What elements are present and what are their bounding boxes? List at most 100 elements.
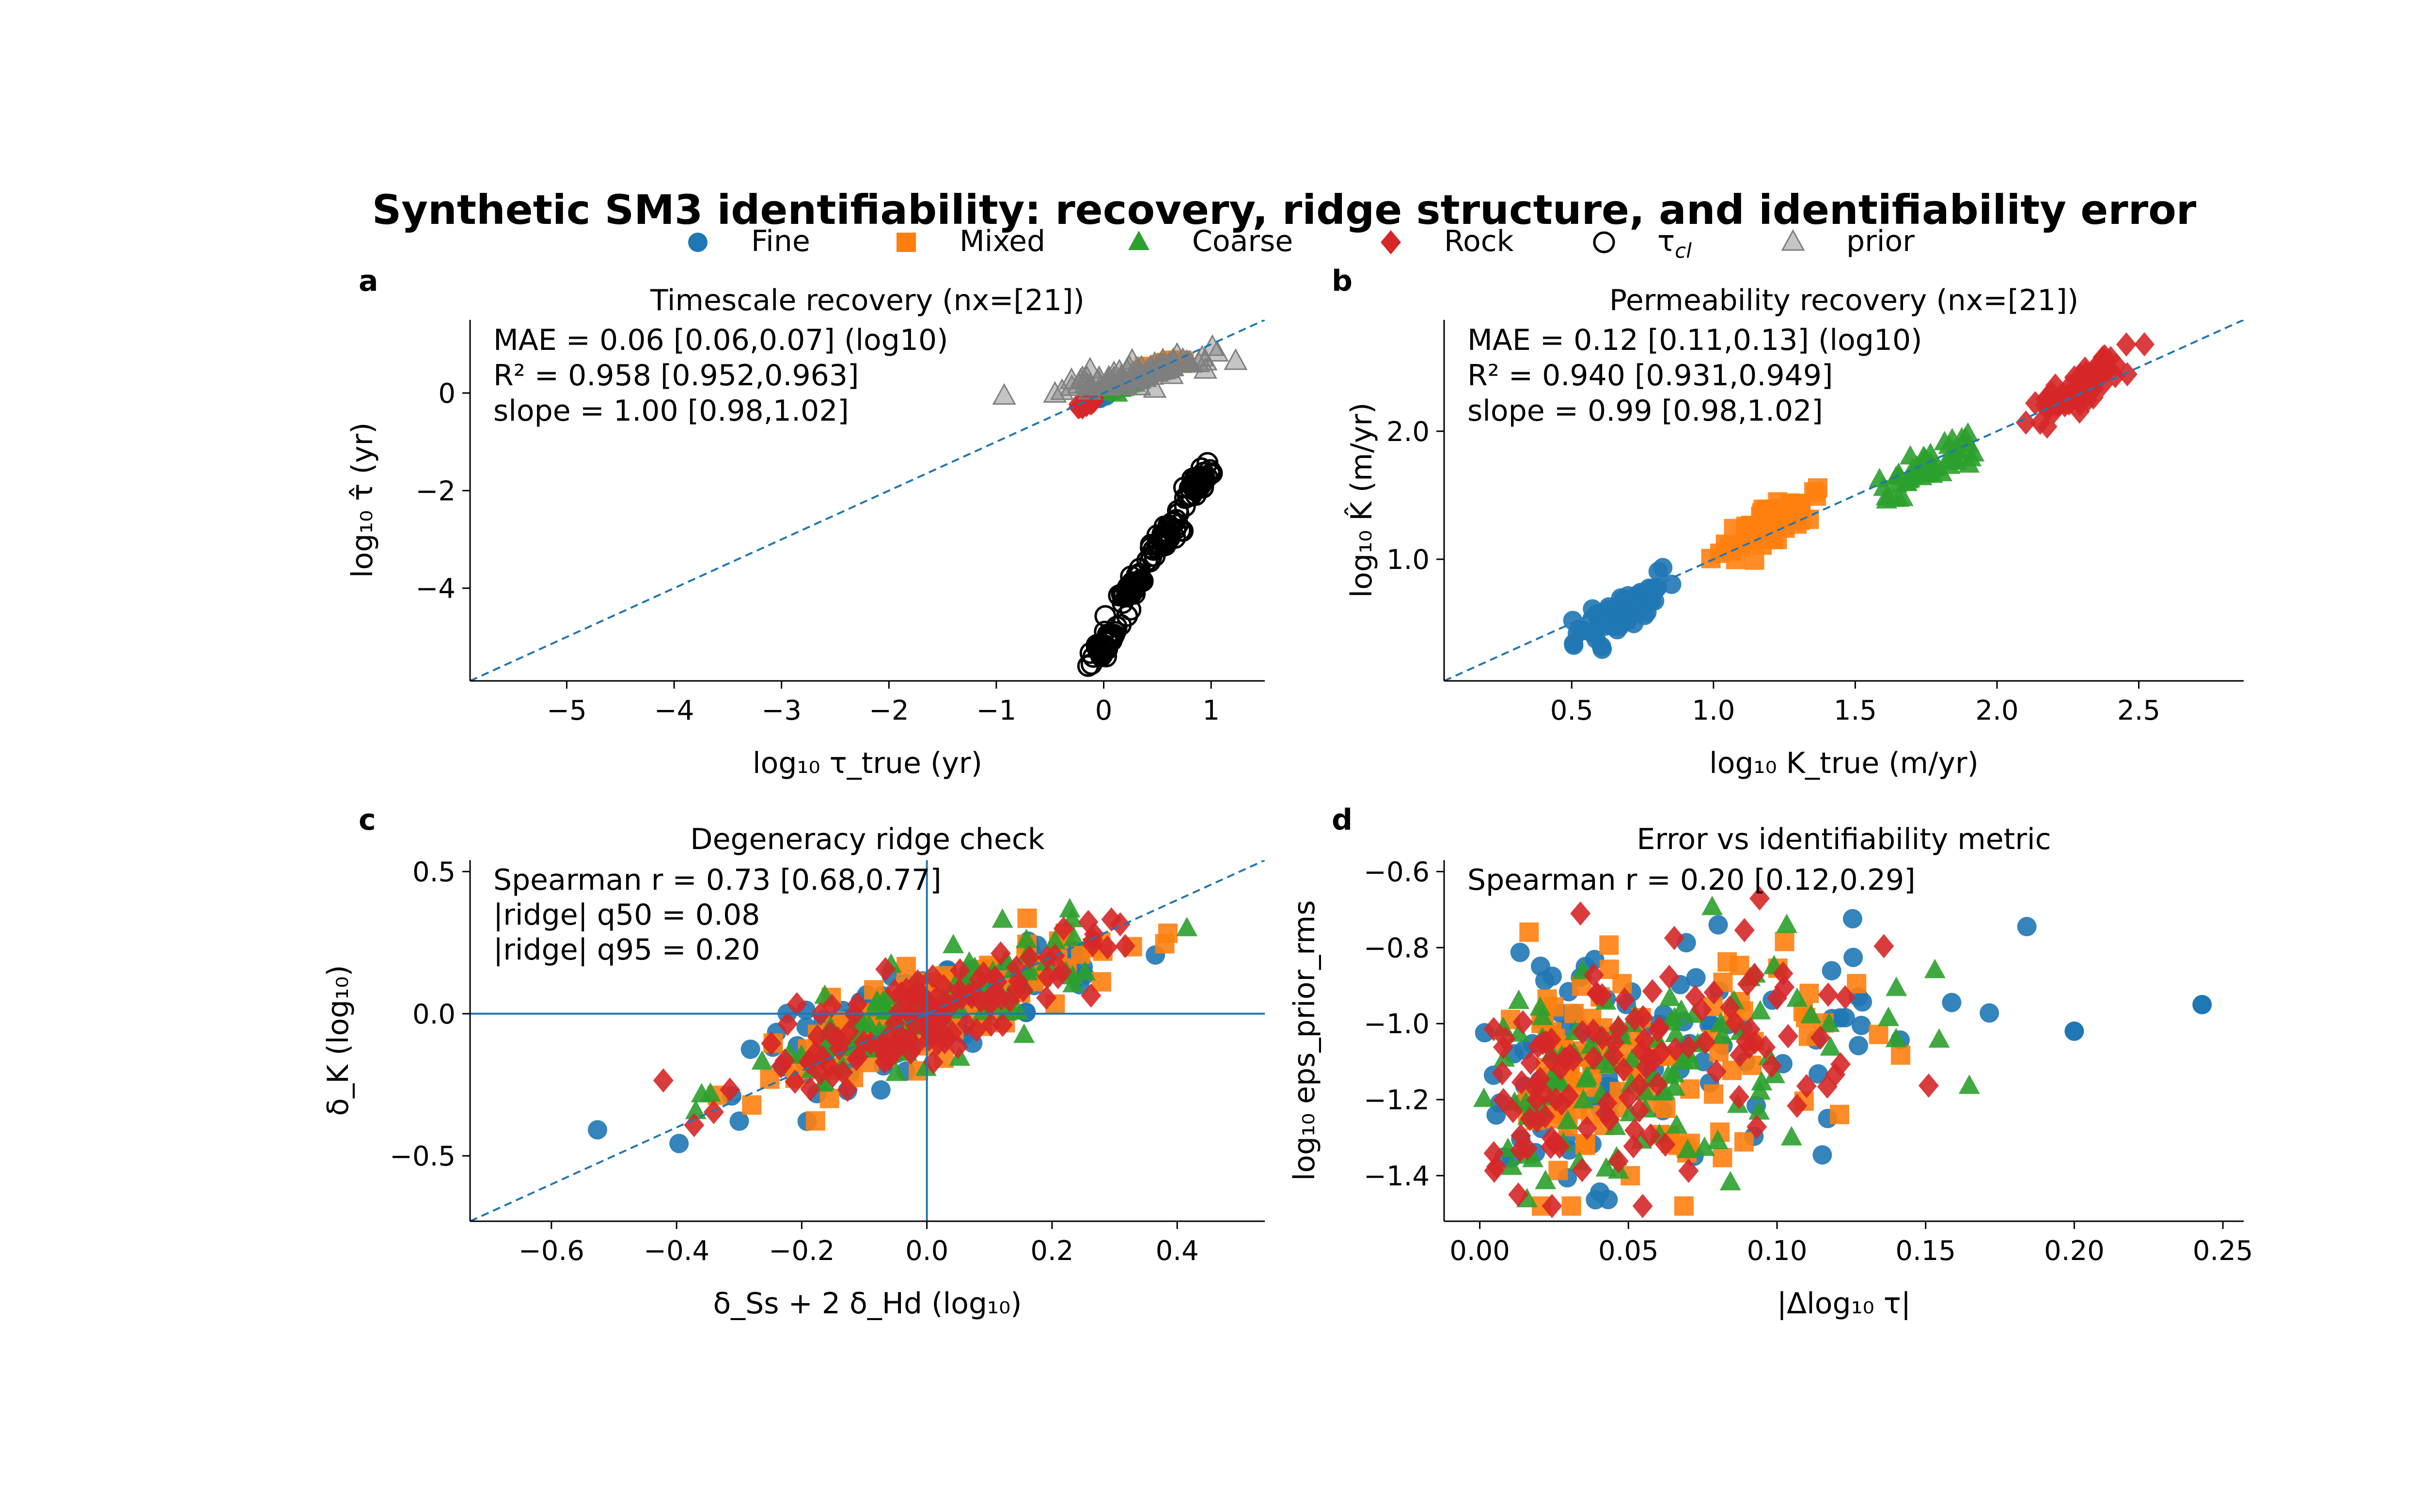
data-point [1512, 1010, 1533, 1035]
x-tick-label: 0 [1095, 695, 1113, 726]
data-point [807, 1024, 828, 1049]
data-point [1677, 1138, 1699, 1158]
data-point [1942, 446, 1964, 466]
data-point [1780, 1126, 1802, 1146]
y-tick-label: −1.2 [1364, 1085, 1430, 1116]
data-point [1576, 1065, 1598, 1085]
data-point [1744, 963, 1765, 988]
data-point [884, 978, 905, 1003]
data-point [1125, 573, 1148, 596]
x-tick-label: 0.20 [2044, 1235, 2105, 1267]
data-point [1767, 986, 1788, 1010]
panel-title: Permeability recovery (nx=[21]) [1609, 284, 2078, 317]
x-tick-label: −3 [761, 695, 802, 726]
data-point [1037, 945, 1058, 970]
data-point [1659, 986, 1681, 1006]
data-point [1659, 964, 1680, 989]
x-tick-label: 1.5 [1834, 695, 1877, 726]
data-point [956, 1012, 977, 1037]
data-point [1205, 340, 1229, 362]
data-point [1540, 1134, 1561, 1159]
x-tick-label: 0.00 [1449, 1235, 1510, 1267]
data-point [1751, 1071, 1773, 1091]
data-point [1701, 896, 1723, 915]
data-point [1101, 907, 1122, 932]
data-point [1167, 500, 1189, 522]
panel-a: a Timescale recovery (nx=[21]) −5 −4 −3 −2−… [346, 264, 1265, 780]
data-point [1869, 468, 1890, 488]
data-point [1564, 1004, 1584, 1024]
annotation-line: Spearman r = 0.73 [0.68,0.77] [493, 863, 942, 897]
y-tick-label: −0.5 [390, 1141, 456, 1172]
axes: −0.6 −0.4 −0.2 0.0 0.2 0.4 0.5 0.0 −0.5 [390, 856, 1265, 1267]
data-point [1665, 1023, 1686, 1042]
data-point [1124, 583, 1146, 605]
data-point [669, 1134, 689, 1153]
data-point [1653, 558, 1673, 578]
data-point [740, 1040, 760, 1059]
data-point [774, 1048, 795, 1073]
annotation-line: MAE = 0.06 [0.06,0.07] (log10) [493, 323, 948, 357]
data-point [1762, 500, 1782, 520]
data-point [1017, 908, 1037, 928]
data-point [1812, 1145, 1832, 1165]
data-point [1583, 624, 1603, 644]
data-point [1656, 1098, 1676, 1118]
data-point [1126, 362, 1150, 384]
legend-marker [1781, 229, 1805, 251]
legend-marker [1381, 230, 1401, 254]
data-point [871, 1080, 891, 1100]
data-point [1786, 987, 1808, 1007]
data-point [1873, 934, 1894, 959]
data-point [1942, 992, 1962, 1012]
x-tick-label: 1.0 [1692, 695, 1735, 726]
data-point [2116, 332, 2137, 357]
y-tick-label: −0.8 [1364, 932, 1430, 964]
data-point [1623, 1134, 1644, 1159]
data-point [1685, 984, 1706, 1009]
x-tick-label: 0.0 [905, 1235, 948, 1267]
data-point [1666, 1114, 1688, 1134]
identity-line [470, 320, 1265, 681]
data-point [1044, 929, 1066, 949]
data-point [1849, 1036, 1869, 1055]
data-point [720, 1077, 740, 1102]
legend-label: Mixed [960, 224, 1045, 258]
y-tick-label: 0 [438, 378, 456, 410]
data-point [1019, 945, 1040, 970]
data-point [1629, 1073, 1650, 1098]
data-point [1918, 1073, 1939, 1098]
x-tick-label: −0.4 [644, 1235, 709, 1267]
data-point [1822, 961, 1841, 981]
data-point [691, 1083, 712, 1102]
data-point [1717, 952, 1737, 972]
data-point [1721, 541, 1741, 561]
data-point [1703, 980, 1724, 1005]
x-tick-label: 2.5 [2117, 695, 2160, 726]
legend-marker [688, 233, 708, 252]
panel-c: c Degeneracy ridge check −0.6 −0.4 −0.2 0.0… [321, 803, 1265, 1321]
y-axis-label: log₁₀ τ̂ (yr) [346, 423, 379, 578]
data-point [1835, 985, 1856, 1010]
panel-title: Degeneracy ridge check [690, 822, 1044, 856]
data-point [1842, 909, 1862, 929]
data-point [1531, 1006, 1553, 1025]
data-point [805, 1111, 825, 1131]
data-point [1541, 1027, 1562, 1052]
data-point [1706, 1059, 1727, 1084]
data-point [1820, 1036, 1841, 1056]
plot-area [1473, 886, 2212, 1218]
data-point [1725, 1010, 1746, 1035]
data-point [1818, 1012, 1840, 1032]
data-point [1897, 469, 1919, 488]
annotation-line: R² = 0.940 [0.931,0.949] [1467, 359, 1833, 393]
data-point [1958, 1074, 1980, 1094]
data-point [1853, 992, 1872, 1012]
legend-marker [1128, 231, 1149, 250]
data-point [983, 982, 1004, 1007]
data-point [1140, 534, 1162, 556]
panel-d: d Error vs identifiability metric 0.00 0.… [1288, 803, 2253, 1321]
data-point [1493, 1035, 1513, 1059]
data-point [1013, 1024, 1035, 1043]
x-axis-label: δ_Ss + 2 δ_Hd (log₁₀) [713, 1287, 1022, 1321]
